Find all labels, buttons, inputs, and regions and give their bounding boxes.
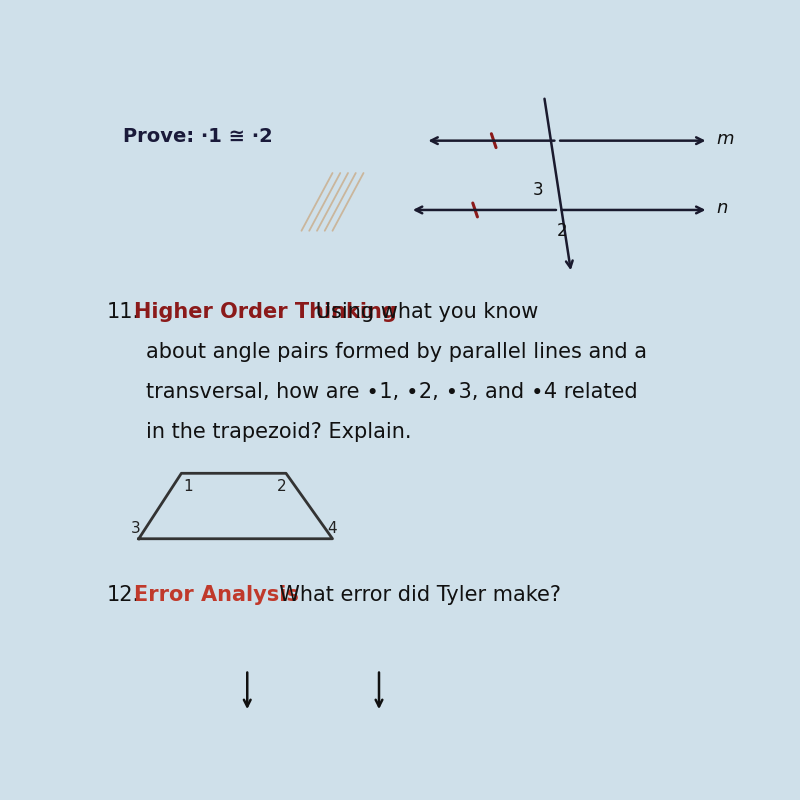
Text: 2: 2 bbox=[277, 479, 286, 494]
Text: 11.: 11. bbox=[106, 302, 139, 322]
Text: 1: 1 bbox=[184, 479, 194, 494]
Text: transversal, how are ∙1, ∙2, ∙3, and ∙4 related: transversal, how are ∙1, ∙2, ∙3, and ∙4 … bbox=[146, 382, 638, 402]
Text: 2: 2 bbox=[558, 222, 568, 240]
Text: about angle pairs formed by parallel lines and a: about angle pairs formed by parallel lin… bbox=[146, 342, 647, 362]
Text: n: n bbox=[716, 199, 727, 218]
Text: m: m bbox=[716, 130, 734, 148]
Text: Higher Order Thinking: Higher Order Thinking bbox=[134, 302, 397, 322]
Text: 3: 3 bbox=[533, 181, 543, 199]
Text: 4: 4 bbox=[327, 522, 337, 537]
Text: in the trapezoid? Explain.: in the trapezoid? Explain. bbox=[146, 422, 412, 442]
Text: What error did Tyler make?: What error did Tyler make? bbox=[266, 585, 561, 605]
Text: Prove: ∙1 ≅ ∙2: Prove: ∙1 ≅ ∙2 bbox=[123, 126, 273, 146]
Text: 12.: 12. bbox=[106, 585, 139, 605]
Text: 3: 3 bbox=[131, 522, 141, 537]
Text: Error Analysis: Error Analysis bbox=[134, 585, 299, 605]
Text: Using what you know: Using what you know bbox=[310, 302, 538, 322]
